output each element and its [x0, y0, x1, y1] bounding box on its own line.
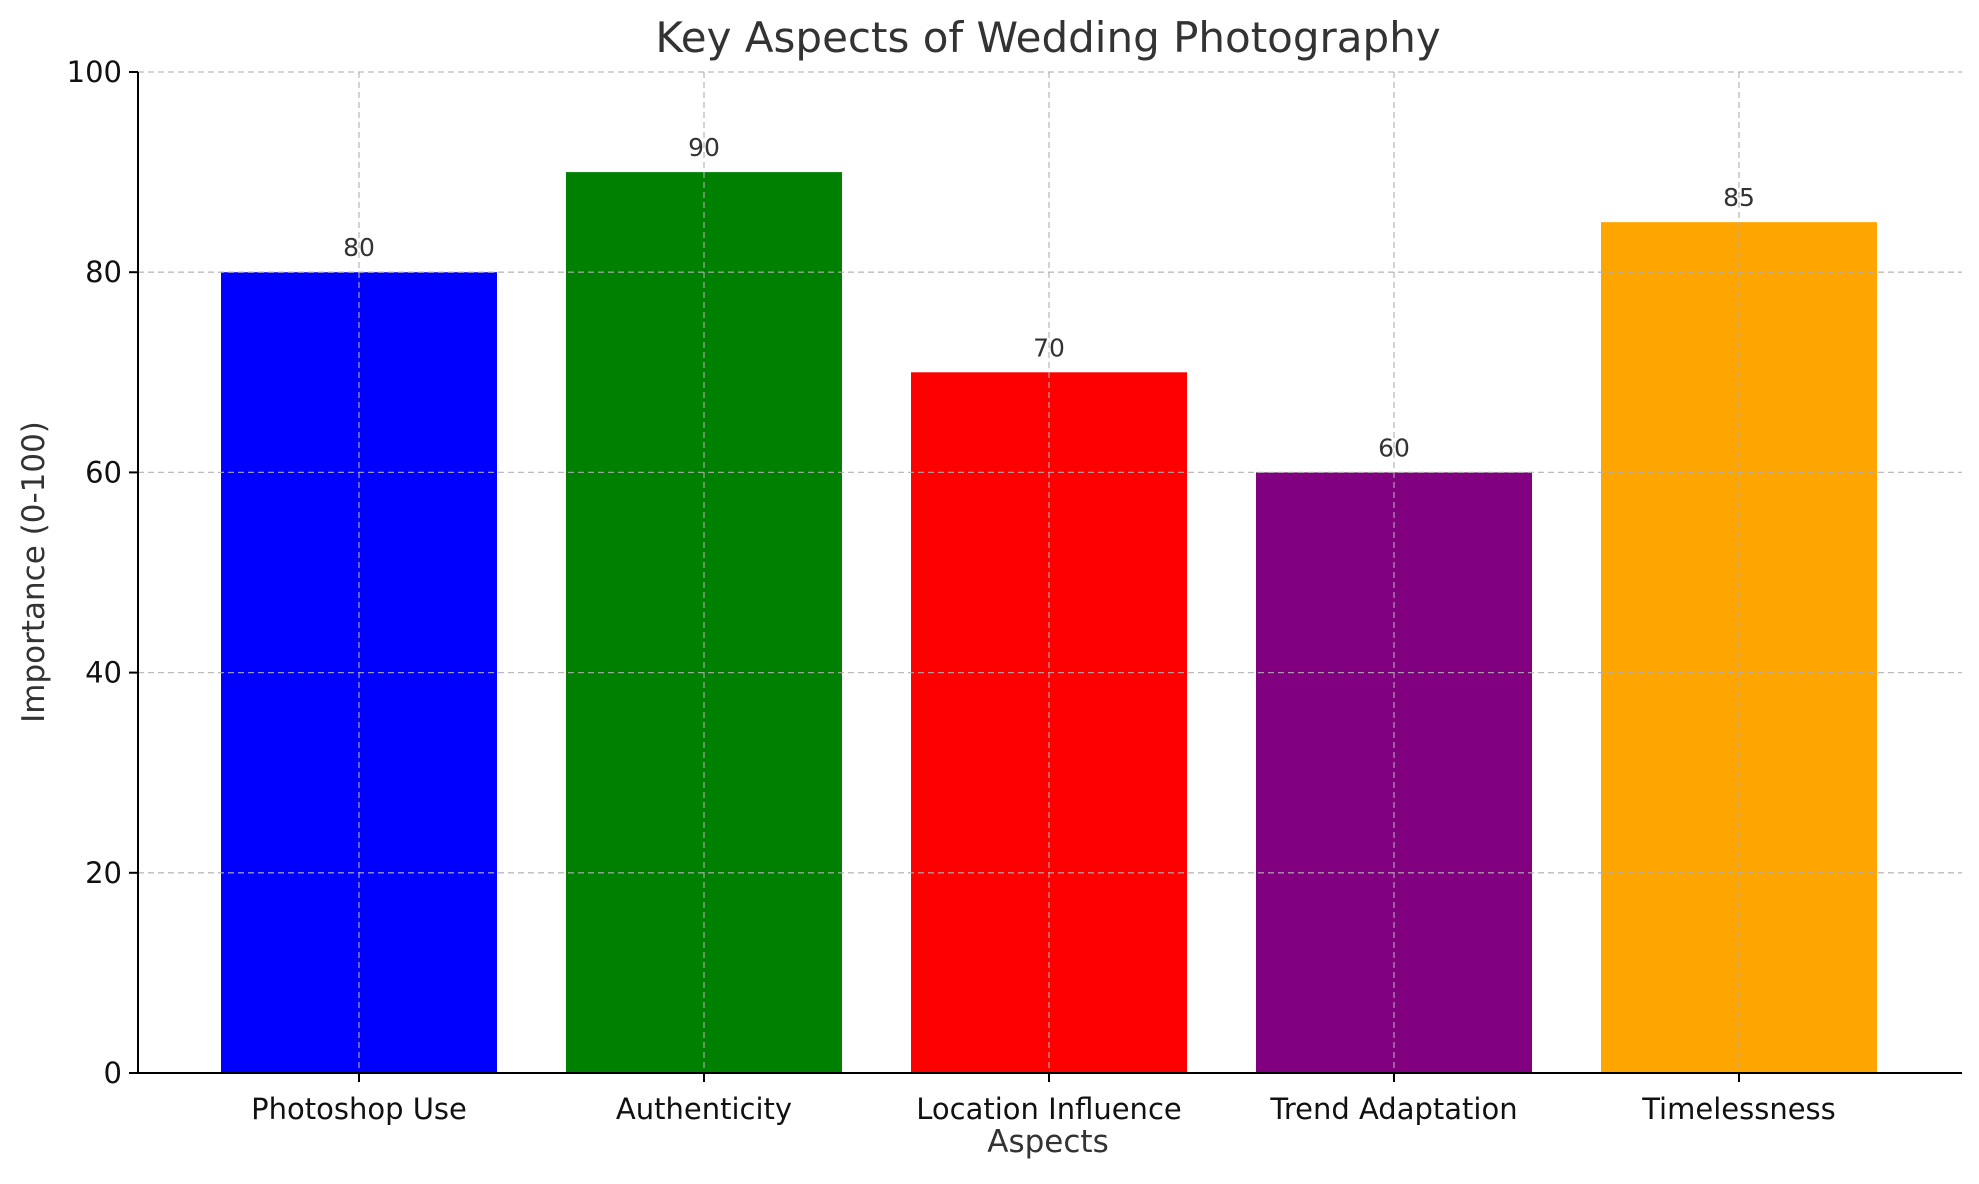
- bar-value-label: 90: [688, 133, 720, 162]
- x-tick-label: Photoshop Use: [251, 1092, 467, 1126]
- x-tick-label: Location Influence: [916, 1092, 1181, 1126]
- y-tick-label: 60: [85, 455, 122, 489]
- bar-value-label: 70: [1033, 333, 1065, 362]
- bar-value-label: 60: [1378, 433, 1410, 462]
- grid-layer: [138, 71, 1962, 1073]
- y-tick-label: 0: [104, 1056, 122, 1090]
- labels-layer: 0 20 40 60 80 100 Photoshop Use Authenticity Loc…: [67, 55, 1836, 1126]
- y-axis-title: Importance (0-100): [16, 421, 52, 723]
- axes-layer: [129, 71, 1962, 1082]
- y-tick-label: 20: [85, 856, 122, 890]
- bar-value-label: 85: [1723, 183, 1755, 212]
- x-axis-title: Aspects: [987, 1124, 1108, 1160]
- y-tick-label: 40: [85, 656, 122, 690]
- y-tick-label: 100: [67, 55, 122, 89]
- bar-value-label: 80: [343, 233, 375, 262]
- x-tick-label: Timelessness: [1641, 1092, 1836, 1126]
- x-tick-label: Authenticity: [616, 1092, 792, 1126]
- y-tick-label: 80: [85, 255, 122, 289]
- x-tick-label: Trend Adaptation: [1269, 1092, 1517, 1126]
- chart-title: Key Aspects of Wedding Photography: [655, 13, 1440, 62]
